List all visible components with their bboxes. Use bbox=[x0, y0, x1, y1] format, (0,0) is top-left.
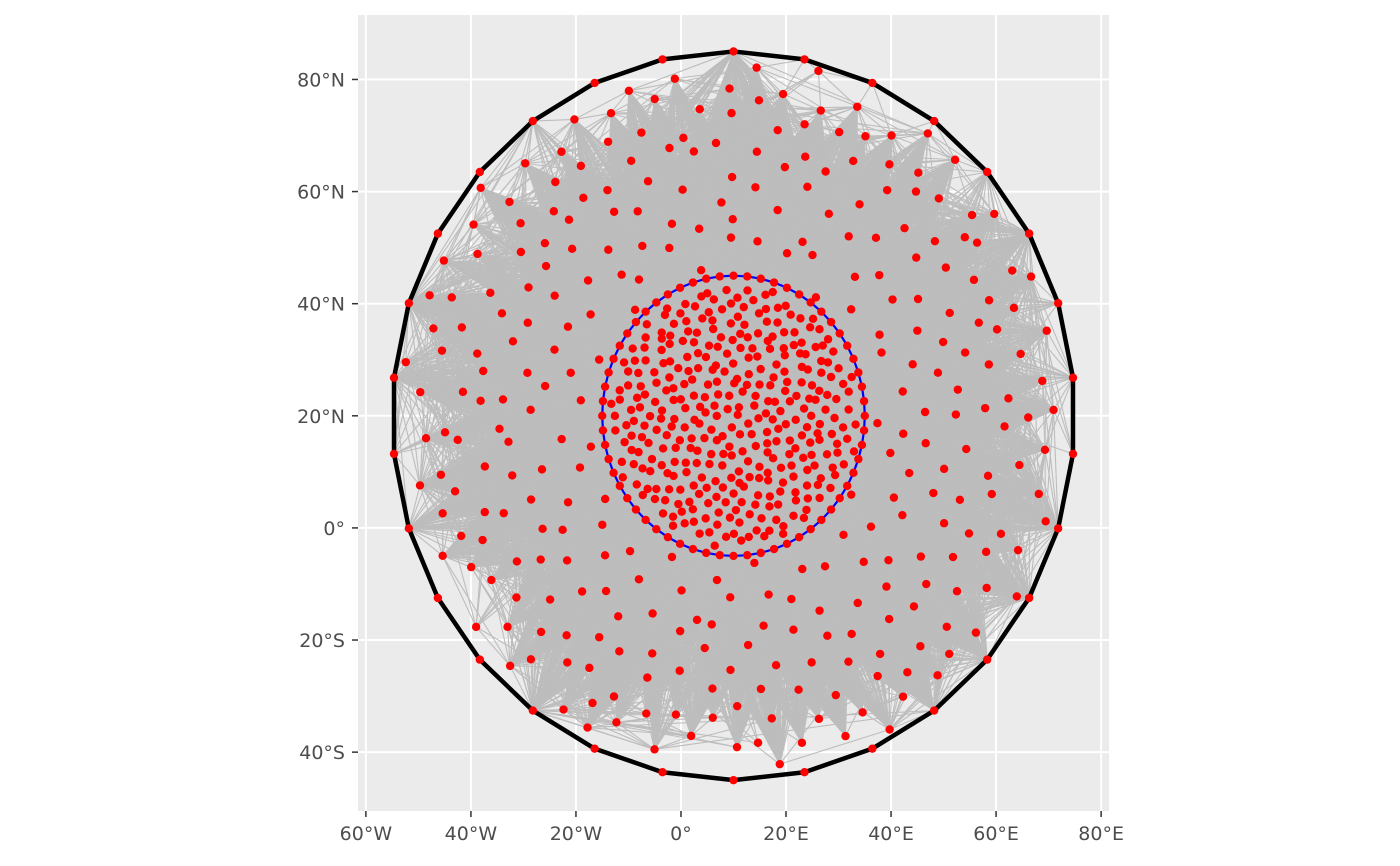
mesh-edge bbox=[1041, 380, 1046, 450]
mesh-edge bbox=[756, 58, 805, 69]
mesh-edge bbox=[733, 50, 757, 69]
mesh-edge bbox=[937, 659, 988, 676]
mesh-edge bbox=[1020, 353, 1074, 379]
mesh-edge bbox=[393, 391, 421, 455]
mesh-edge bbox=[574, 112, 612, 120]
mesh-edge bbox=[408, 527, 444, 557]
mesh-edge bbox=[1017, 527, 1059, 551]
mesh-edge bbox=[690, 717, 714, 737]
mesh-edge bbox=[508, 163, 526, 203]
mesh-edge bbox=[856, 106, 866, 137]
mesh-edge bbox=[532, 118, 575, 122]
mesh-edge bbox=[856, 82, 873, 108]
mesh-edge bbox=[954, 159, 995, 215]
mesh-edge bbox=[1046, 330, 1074, 378]
mesh-edge bbox=[442, 555, 477, 628]
mesh-edge bbox=[871, 82, 893, 136]
mesh-edge bbox=[524, 119, 575, 164]
mesh-edge bbox=[891, 120, 935, 137]
